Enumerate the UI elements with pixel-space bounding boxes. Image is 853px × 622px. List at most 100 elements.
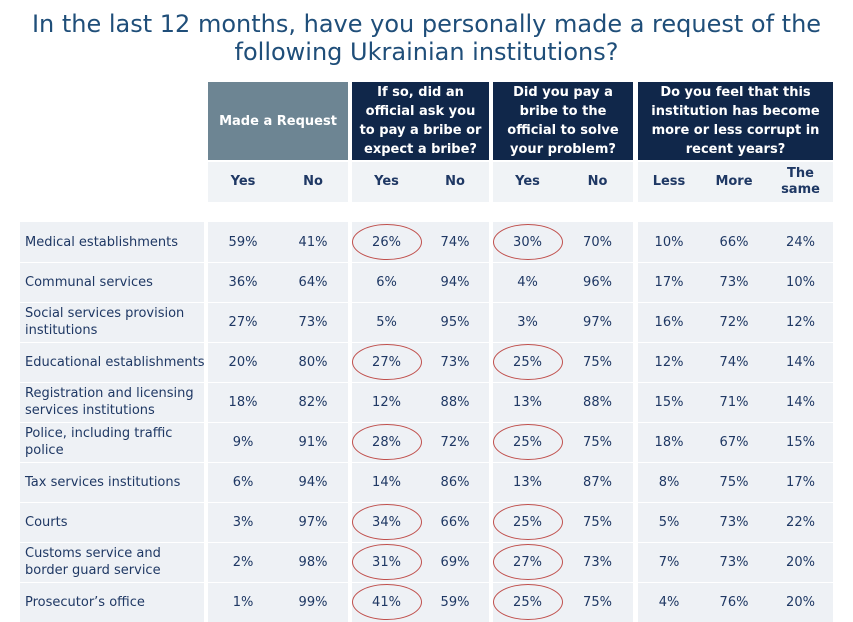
table-cell: 13% — [513, 474, 542, 490]
table-cell: 66% — [719, 234, 749, 250]
table-cell: 69% — [440, 554, 470, 570]
table-cell: 6% — [376, 274, 397, 290]
table-cell: 10% — [654, 234, 684, 250]
table-cell: 12% — [654, 354, 684, 370]
table-cell: 76% — [719, 594, 749, 610]
subheader-band — [208, 162, 348, 202]
table-cell: 5% — [376, 314, 397, 330]
table-cell: 72% — [719, 314, 749, 330]
table-cell: 73% — [719, 554, 749, 570]
subheader-band — [493, 162, 633, 202]
table-cell: 26% — [372, 234, 401, 250]
table-cell: 7% — [658, 554, 680, 570]
table-cell: 96% — [583, 274, 612, 290]
table-cell: 75% — [583, 514, 612, 530]
table-cell: 75% — [583, 354, 612, 370]
table-cell: 4% — [517, 274, 538, 290]
table-cell: 25% — [513, 354, 542, 370]
table-cell: 73% — [719, 274, 749, 290]
row-divider — [20, 542, 833, 543]
table-cell: 4% — [658, 594, 680, 610]
row-label: Communal services — [25, 274, 153, 290]
table-cell: 91% — [298, 434, 328, 450]
table-cell: 99% — [298, 594, 328, 610]
table-cell: 18% — [654, 434, 684, 450]
table-cell: 73% — [719, 514, 749, 530]
row-divider — [20, 582, 833, 583]
table-cell: 20% — [786, 554, 815, 570]
row-label: Customs service and border guard service — [25, 546, 161, 578]
table-cell: 30% — [513, 234, 542, 250]
table-cell: 97% — [583, 314, 612, 330]
table-cell: 17% — [654, 274, 684, 290]
table-cell: 41% — [372, 594, 401, 610]
table-cell: 71% — [719, 394, 749, 410]
row-label: Courts — [25, 514, 68, 530]
column-subheader: No — [587, 174, 608, 189]
table-cell: 20% — [786, 594, 815, 610]
row-label: Educational establishments — [25, 354, 205, 370]
table-cell: 3% — [517, 314, 538, 330]
column-group-header: Did you pay a bribe to the official to s… — [493, 82, 633, 160]
table-cell: 70% — [583, 234, 612, 250]
row-label: Prosecutor’s office — [25, 594, 145, 610]
table-cell: 74% — [719, 354, 749, 370]
table-cell: 10% — [786, 274, 815, 290]
row-label: Police, including traffic police — [25, 426, 173, 458]
column-subheader: Yes — [230, 174, 256, 189]
table-cell: 25% — [513, 514, 542, 530]
row-divider — [20, 382, 833, 383]
table-cell: 25% — [513, 594, 542, 610]
table-cell: 1% — [232, 594, 254, 610]
table-cell: 27% — [513, 554, 542, 570]
table-cell: 9% — [232, 434, 254, 450]
row-divider — [20, 342, 833, 343]
table-cell: 75% — [583, 434, 612, 450]
table-cell: 82% — [298, 394, 328, 410]
column-group-header: Made a Request — [208, 82, 348, 160]
table-cell: 64% — [298, 274, 328, 290]
table-cell: 80% — [298, 354, 328, 370]
table-cell: 2% — [232, 554, 254, 570]
table-cell: 66% — [440, 514, 470, 530]
row-label: Tax services institutions — [25, 474, 181, 490]
table-cell: 12% — [786, 314, 815, 330]
table-cell: 25% — [513, 434, 542, 450]
row-divider — [20, 302, 833, 303]
table-cell: 31% — [372, 554, 401, 570]
table-cell: 27% — [372, 354, 401, 370]
row-label: Social services provision institutions — [25, 306, 185, 338]
table-cell: 75% — [583, 594, 612, 610]
table-cell: 3% — [232, 514, 254, 530]
table-cell: 97% — [298, 514, 328, 530]
column-group-header: Do you feel that this institution has be… — [638, 82, 833, 160]
table-cell: 74% — [440, 234, 470, 250]
table-cell: 87% — [583, 474, 612, 490]
row-divider — [20, 262, 833, 263]
table-cell: 17% — [786, 474, 815, 490]
table-cell: 34% — [372, 514, 401, 530]
table-cell: 16% — [654, 314, 684, 330]
row-label: Registration and licensing services inst… — [25, 386, 194, 418]
table-cell: 88% — [583, 394, 612, 410]
table-cell: 14% — [786, 354, 815, 370]
table-cell: 14% — [786, 394, 815, 410]
table-cell: 20% — [228, 354, 258, 370]
column-subheader: No — [303, 174, 323, 189]
table-cell: 41% — [298, 234, 328, 250]
table-cell: 72% — [440, 434, 470, 450]
table-cell: 8% — [658, 474, 680, 490]
row-label: Medical establishments — [25, 234, 179, 250]
column-subheader: Yes — [515, 174, 540, 189]
table-cell: 73% — [298, 314, 328, 330]
row-divider — [20, 502, 833, 503]
column-group-header-text: If so, did an official ask you to pay a … — [359, 85, 482, 157]
table-cell: 6% — [232, 474, 254, 490]
table-cell: 86% — [440, 474, 470, 490]
subheader-band — [638, 162, 833, 202]
table-cell: 73% — [583, 554, 612, 570]
column-subheader: Less — [652, 174, 686, 189]
column-subheader: No — [445, 174, 465, 189]
table-cell: 73% — [440, 354, 470, 370]
table-cell: 22% — [786, 514, 815, 530]
